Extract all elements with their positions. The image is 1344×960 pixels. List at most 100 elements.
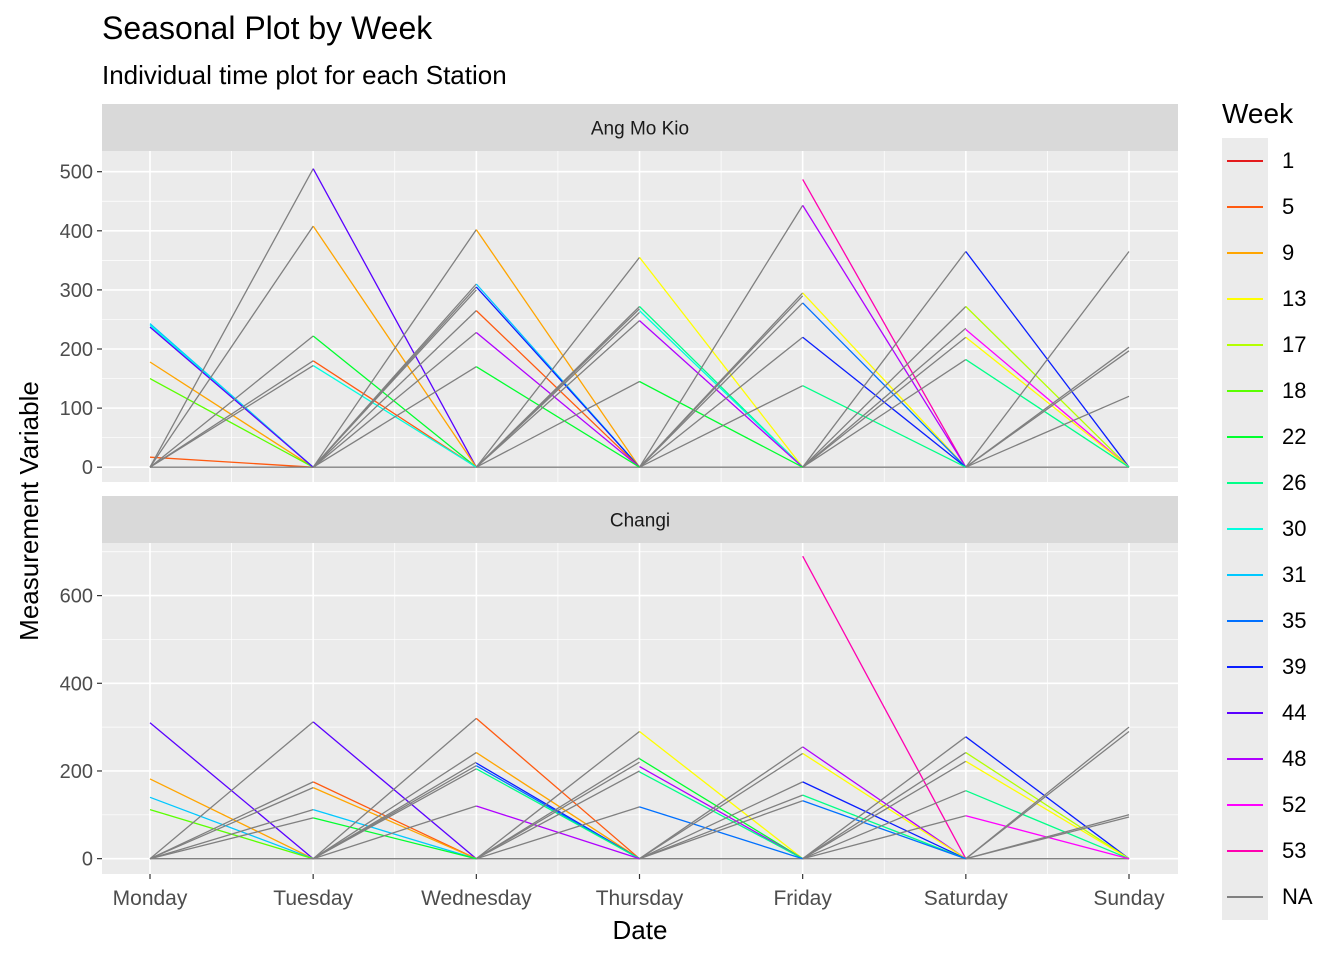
legend-label: 39 — [1282, 654, 1307, 679]
series-line-week-NA — [312, 310, 477, 468]
series-line-week-NA — [639, 385, 803, 468]
y-tick-label: 300 — [60, 280, 93, 302]
y-tick-label: 0 — [82, 457, 93, 479]
series-line-week-NA — [149, 365, 314, 468]
series-line-week-26 — [802, 794, 967, 860]
legend-item: 44 — [1222, 690, 1342, 736]
series-line-week-NA — [965, 730, 1130, 860]
series-line-week-NA — [149, 817, 314, 860]
y-tick-label: 100 — [60, 398, 93, 420]
series-line-week-NA — [313, 805, 477, 860]
facet-strip — [102, 496, 1178, 543]
series-line-week-9 — [312, 787, 477, 860]
series-line-week-NA — [965, 251, 1130, 468]
legend-label: 35 — [1282, 608, 1307, 633]
series-line-week-35 — [639, 806, 803, 860]
legend-label: 48 — [1282, 746, 1307, 771]
series-line-week-48 — [639, 766, 804, 860]
series-line-week-9 — [149, 778, 314, 860]
series-line-week-13 — [802, 292, 967, 468]
legend-item: 5 — [1222, 184, 1342, 230]
legend-label: 18 — [1282, 378, 1307, 403]
series-line-week-NA — [965, 395, 1130, 468]
x-tick-label: Saturday — [924, 887, 1009, 910]
y-tick-label: 0 — [82, 849, 93, 871]
series-line-week-NA — [802, 760, 967, 860]
series-line-week-NA — [965, 816, 1130, 860]
series-line-week-44 — [312, 721, 477, 860]
series-line-week-22 — [639, 758, 804, 860]
legend-label: 26 — [1282, 470, 1307, 495]
series-line-week-NA — [475, 320, 640, 468]
series-line-week-NA — [149, 721, 314, 860]
series-line-week-NA — [475, 380, 640, 468]
series-line-week-31 — [313, 808, 477, 860]
series-line-week-NA — [802, 336, 967, 468]
legend-label: 13 — [1282, 286, 1307, 311]
series-line-week-9 — [475, 752, 640, 860]
series-line-week-9 — [475, 229, 641, 468]
legend-label: 1 — [1282, 148, 1295, 173]
legend-swatch — [1227, 574, 1263, 576]
series-line-week-26 — [965, 359, 1130, 468]
series-line-week-5 — [312, 360, 477, 468]
series-line-week-NA — [475, 311, 640, 468]
series-line-week-NA — [149, 781, 314, 860]
series-line-week-22 — [313, 817, 477, 860]
series-line-week-26 — [965, 790, 1130, 860]
legend-swatch — [1227, 436, 1263, 438]
series-line-week-39 — [802, 781, 967, 860]
legend-swatch — [1227, 390, 1263, 392]
legend-label: 44 — [1282, 700, 1307, 725]
y-tick-label: 200 — [60, 339, 93, 361]
legend: Week 1 5 9 13 17 18 22 26 30 31 35 39 44 48 52 53 NA — [1222, 98, 1332, 920]
series-line-week-NA — [638, 205, 804, 468]
legend-label: 52 — [1282, 792, 1307, 817]
series-line-week-35 — [802, 302, 967, 468]
x-tick-label: Tuesday — [273, 887, 353, 910]
series-line-week-NA — [639, 302, 804, 468]
legend-item: 1 — [1222, 138, 1342, 184]
series-line-week-13 — [639, 730, 804, 860]
facet-strip-label: Changi — [610, 511, 670, 532]
series-line-week-NA — [476, 806, 640, 860]
x-tick-label: Wednesday — [421, 887, 532, 910]
series-line-week-48 — [639, 320, 804, 468]
series-line-week-13 — [638, 257, 804, 468]
series-line-week-5 — [475, 717, 640, 860]
legend-item: 31 — [1222, 552, 1342, 598]
series-line-week-18 — [149, 378, 314, 468]
legend-label: 53 — [1282, 838, 1307, 863]
series-line-week-17 — [965, 752, 1130, 860]
series-line-week-NA — [802, 815, 966, 860]
series-line-week-13 — [965, 760, 1130, 860]
series-line-week-NA — [475, 770, 640, 860]
legend-swatch — [1227, 758, 1263, 760]
series-line-week-13 — [965, 336, 1130, 468]
legend-swatch — [1227, 482, 1263, 484]
x-tick-label: Friday — [773, 887, 832, 910]
facet-strip-label: Ang Mo Kio — [591, 119, 689, 140]
legend-swatch — [1227, 344, 1263, 346]
series-line-week-53 — [802, 179, 967, 468]
series-line-week-5 — [312, 781, 477, 860]
legend-label: NA — [1282, 884, 1313, 909]
series-line-week-52 — [965, 329, 1130, 468]
series-line-week-NA — [639, 336, 804, 468]
series-line-week-NA — [639, 781, 803, 860]
legend-label: 22 — [1282, 424, 1307, 449]
legend-label: 9 — [1282, 240, 1295, 265]
legend-swatch — [1227, 850, 1263, 852]
series-line-week-17 — [965, 306, 1130, 468]
series-line-week-NA — [312, 366, 477, 468]
legend-item: 22 — [1222, 414, 1342, 460]
legend-item: 17 — [1222, 322, 1342, 368]
series-line-week-48 — [475, 331, 640, 468]
x-axis-label: Date — [613, 915, 668, 945]
legend-swatch — [1227, 896, 1263, 898]
legend-item: 18 — [1222, 368, 1342, 414]
series-line-week-48 — [802, 205, 967, 468]
series-line-week-NA — [802, 359, 967, 468]
series-line-week-26 — [475, 768, 640, 860]
